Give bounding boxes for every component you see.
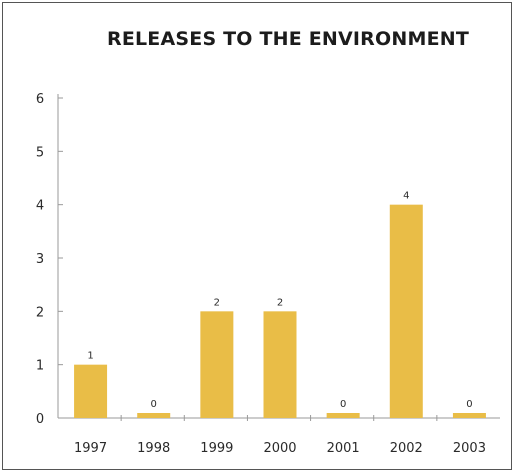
- y-tick-label: 3: [36, 252, 44, 267]
- bar-2002: [389, 204, 423, 418]
- x-tick-label: 1997: [74, 441, 107, 456]
- y-tick-label: 4: [36, 199, 44, 214]
- chart-title: RELEASES TO THE ENVIRONMENT: [106, 28, 470, 50]
- bar-1999: [200, 311, 234, 418]
- bar-2000: [263, 311, 297, 418]
- y-axis: 0 1 2 3 4 5 6: [36, 92, 63, 427]
- bars: [74, 204, 486, 418]
- data-label-1998: 0: [151, 399, 157, 410]
- bar-2003: [452, 413, 486, 418]
- data-label-1997: 1: [87, 351, 93, 362]
- data-label-2000: 2: [277, 297, 283, 308]
- y-tick-label: 6: [36, 92, 44, 107]
- bar-1998: [137, 413, 171, 418]
- x-tick-label: 2002: [390, 441, 423, 456]
- x-axis: 1997 1998 1999 2000 2001 2002 2003: [58, 415, 500, 456]
- x-tick-label: 2001: [327, 441, 360, 456]
- y-tick-label: 0: [36, 412, 44, 427]
- x-tick-label: 1999: [200, 441, 233, 456]
- x-tick-label: 1998: [137, 441, 170, 456]
- bar-2001: [326, 413, 360, 418]
- data-label-2003: 0: [466, 399, 472, 410]
- y-tick-label: 2: [36, 305, 44, 320]
- y-tick-label: 1: [36, 359, 44, 374]
- x-tick-label: 2000: [263, 441, 296, 456]
- x-tick-label: 2003: [453, 441, 486, 456]
- data-labels: 1 0 2 2 0 4 0: [87, 191, 472, 410]
- data-label-2001: 0: [340, 399, 346, 410]
- y-tick-label: 5: [36, 145, 44, 160]
- data-label-1999: 2: [214, 297, 220, 308]
- bar-1997: [74, 364, 108, 418]
- data-label-2002: 4: [403, 191, 409, 202]
